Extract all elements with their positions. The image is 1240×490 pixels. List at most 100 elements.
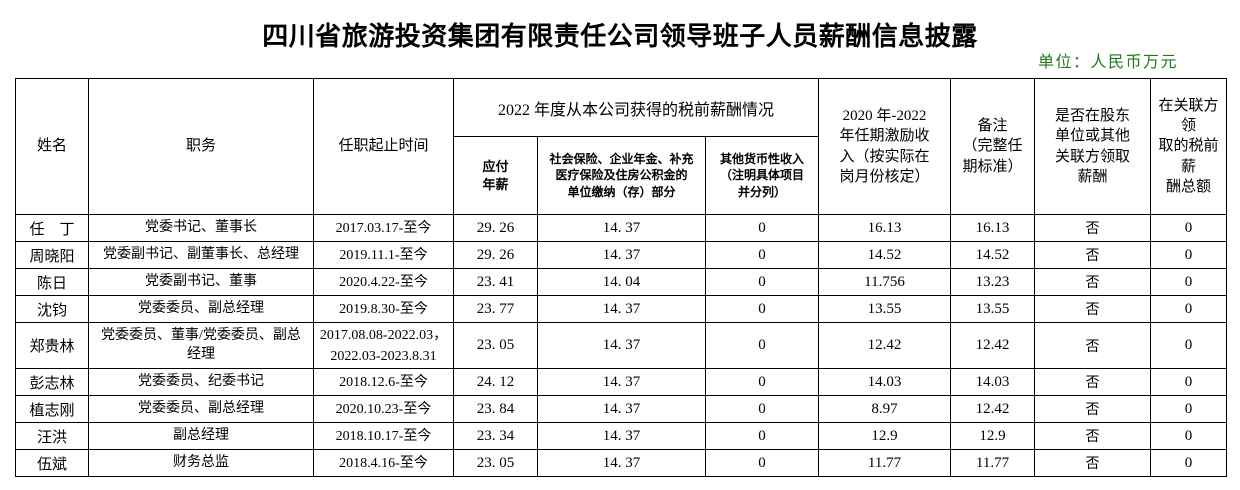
unit-note: 单位：人民币万元 (1037, 54, 1178, 71)
cell-related: 否 (1034, 214, 1151, 242)
header-row-sub: 应付 年薪 社会保险、企业年金、补充 医疗保险及住房公积金的 单位缴纳（存）部分… (16, 136, 1227, 215)
cell-name: 植志刚 (15, 395, 89, 423)
cell-remark: 12.42 (950, 322, 1035, 369)
cell-remark: 14.52 (950, 241, 1035, 269)
cell-related-amount: 0 (1150, 268, 1227, 296)
cell-other-income: 0 (705, 322, 819, 369)
col-header-related-party-amount: 在关联方领 取的税前薪 酬总额 (1150, 78, 1227, 215)
cell-related-amount: 0 (1150, 449, 1227, 477)
cell-incentive: 11.77 (818, 449, 951, 477)
cell-payable: 24. 12 (453, 368, 538, 396)
cell-term: 2019.8.30-至今 (313, 295, 454, 323)
col-header-term: 任职起止时间 (313, 78, 454, 215)
cell-incentive: 12.9 (818, 422, 951, 450)
cell-position: 党委书记、董事长 (88, 214, 314, 242)
cell-position: 党委副书记、董事 (88, 268, 314, 296)
cell-related: 否 (1034, 322, 1151, 369)
cell-related: 否 (1034, 422, 1151, 450)
cell-related-amount: 0 (1150, 395, 1227, 423)
cell-related: 否 (1034, 395, 1151, 423)
cell-insurance: 14. 37 (537, 422, 706, 450)
cell-other-income: 0 (705, 241, 819, 269)
cell-other-income: 0 (705, 214, 819, 242)
cell-other-income: 0 (705, 295, 819, 323)
table-row: 郑贵林 党委委员、董事/党委委员、副总 经理 2017.08.08-2022.0… (15, 322, 1227, 369)
cell-payable: 23. 84 (453, 395, 538, 423)
cell-remark: 16.13 (950, 214, 1035, 242)
col-header-insurance: 社会保险、企业年金、补充 医疗保险及住房公积金的 单位缴纳（存）部分 (537, 136, 706, 215)
col-header-2022-salary-group: 2022 年度从本公司获得的税前薪酬情况 (453, 78, 819, 137)
cell-other-income: 0 (705, 422, 819, 450)
cell-insurance: 14. 04 (537, 268, 706, 296)
cell-insurance: 14. 37 (537, 322, 706, 369)
cell-term: 2019.11.1-至今 (313, 241, 454, 269)
cell-payable: 23. 34 (453, 422, 538, 450)
cell-term: 2017.08.08-2022.03， 2022.03-2023.8.31 (313, 322, 454, 369)
col-header-payable-salary: 应付 年薪 (453, 136, 538, 215)
cell-related: 否 (1034, 368, 1151, 396)
cell-name: 郑贵林 (15, 322, 89, 369)
cell-insurance: 14. 37 (537, 395, 706, 423)
cell-incentive: 14.03 (818, 368, 951, 396)
cell-payable: 29. 26 (453, 241, 538, 269)
cell-related: 否 (1034, 241, 1151, 269)
cell-other-income: 0 (705, 449, 819, 477)
cell-other-income: 0 (705, 395, 819, 423)
cell-related-amount: 0 (1150, 368, 1227, 396)
cell-related-amount: 0 (1150, 422, 1227, 450)
cell-incentive: 11.756 (818, 268, 951, 296)
cell-payable: 29. 26 (453, 214, 538, 242)
cell-remark: 12.9 (950, 422, 1035, 450)
cell-incentive: 8.97 (818, 395, 951, 423)
cell-term: 2020.4.22-至今 (313, 268, 454, 296)
cell-term: 2017.03.17-至今 (313, 214, 454, 242)
cell-payable: 23. 05 (453, 449, 538, 477)
cell-related-amount: 0 (1150, 295, 1227, 323)
table-row: 沈钧 党委委员、副总经理 2019.8.30-至今 23. 77 14. 37 … (15, 295, 1227, 323)
cell-insurance: 14. 37 (537, 295, 706, 323)
cell-related: 否 (1034, 295, 1151, 323)
cell-insurance: 14. 37 (537, 449, 706, 477)
col-header-other-income: 其他货币性收入 （注明具体项目 并分列） (705, 136, 819, 215)
cell-position: 党委委员、副总经理 (88, 295, 314, 323)
table-body: 任 丁 党委书记、董事长 2017.03.17-至今 29. 26 14. 37… (15, 214, 1227, 477)
cell-name: 伍斌 (15, 449, 89, 477)
cell-term: 2018.12.6-至今 (313, 368, 454, 396)
cell-position: 副总经理 (88, 422, 314, 450)
cell-incentive: 14.52 (818, 241, 951, 269)
cell-related-amount: 0 (1150, 322, 1227, 369)
cell-incentive: 13.55 (818, 295, 951, 323)
header-row-top: 姓名 职务 任职起止时间 2022 年度从本公司获得的税前薪酬情况 2020 年… (15, 78, 1227, 215)
cell-position: 党委委员、董事/党委委员、副总 经理 (88, 322, 314, 369)
cell-related: 否 (1034, 268, 1151, 296)
cell-insurance: 14. 37 (537, 214, 706, 242)
cell-position: 党委副书记、副董事长、总经理 (88, 241, 314, 269)
cell-payable: 23. 05 (453, 322, 538, 369)
cell-term: 2020.10.23-至今 (313, 395, 454, 423)
table-row: 任 丁 党委书记、董事长 2017.03.17-至今 29. 26 14. 37… (15, 214, 1227, 242)
cell-name: 沈钧 (15, 295, 89, 323)
cell-name: 陈日 (15, 268, 89, 296)
cell-name: 汪洪 (15, 422, 89, 450)
cell-payable: 23. 41 (453, 268, 538, 296)
table-row: 伍斌 财务总监 2018.4.16-至今 23. 05 14. 37 0 11.… (15, 449, 1227, 477)
cell-related-amount: 0 (1150, 241, 1227, 269)
cell-name: 周晓阳 (15, 241, 89, 269)
page-title: 四川省旅游投资集团有限责任公司领导班子人员薪酬信息披露 (262, 21, 978, 51)
col-header-related-party-salary: 是否在股东 单位或其他 关联方领取 薪酬 (1034, 78, 1151, 215)
cell-name: 彭志林 (15, 368, 89, 396)
salary-disclosure-table: 姓名 职务 任职起止时间 2022 年度从本公司获得的税前薪酬情况 2020 年… (15, 78, 1227, 477)
cell-remark: 13.55 (950, 295, 1035, 323)
cell-related: 否 (1034, 449, 1151, 477)
cell-payable: 23. 77 (453, 295, 538, 323)
col-header-name: 姓名 (15, 78, 89, 215)
col-header-remark: 备注 （完整任 期标准） (950, 78, 1035, 215)
cell-incentive: 12.42 (818, 322, 951, 369)
cell-position: 党委委员、副总经理 (88, 395, 314, 423)
cell-remark: 11.77 (950, 449, 1035, 477)
table-row: 彭志林 党委委员、纪委书记 2018.12.6-至今 24. 12 14. 37… (15, 368, 1227, 396)
cell-remark: 14.03 (950, 368, 1035, 396)
cell-term: 2018.10.17-至今 (313, 422, 454, 450)
col-header-position: 职务 (88, 78, 314, 215)
cell-other-income: 0 (705, 368, 819, 396)
